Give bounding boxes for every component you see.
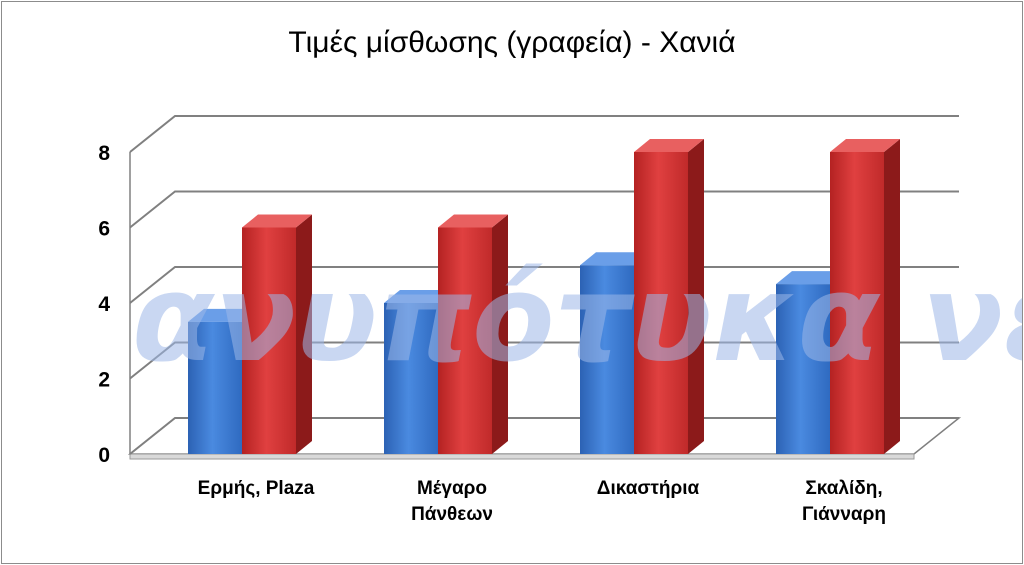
bar [830, 152, 884, 454]
bar-top [830, 139, 900, 152]
x-axis-categories: Ερμής, Plaza Μέγαρο Πάνθεων Δικαστήρια Σκαλί… [198, 478, 886, 525]
bar [580, 265, 634, 454]
chart-title: Τιμές μίσθωσης (γραφεία) - Χανιά [288, 26, 735, 59]
y-tick-label: 0 [98, 444, 110, 467]
x-category-label: Γιάνναρη [802, 504, 886, 525]
bar-side [492, 214, 508, 454]
bar-side [296, 214, 312, 454]
y-tick-label: 4 [98, 293, 110, 316]
bar-top [384, 290, 454, 303]
bar [438, 227, 492, 454]
bar-side [688, 139, 704, 454]
x-category-label: Σκαλίδη, [805, 478, 882, 499]
bar [384, 303, 438, 454]
x-category-label: Πάνθεων [411, 504, 493, 525]
y-tick-label: 8 [98, 142, 110, 165]
x-category-label: Μέγαρο [417, 478, 487, 499]
bar-top [634, 139, 704, 152]
bar-side [884, 139, 900, 454]
bar-top [580, 252, 650, 266]
bar-top [242, 214, 312, 228]
bars [188, 139, 900, 454]
bar [634, 152, 688, 454]
bar [776, 284, 830, 454]
bar-top [776, 271, 846, 285]
floor-edge [129, 453, 915, 460]
y-axis-ticks: 0 2 4 6 8 [98, 142, 110, 467]
gridline [129, 115, 959, 153]
bar-top [188, 308, 258, 322]
watermark-text: ανυπότυκα νέα [132, 250, 1022, 389]
x-category-label: Δικαστήρια [597, 478, 700, 499]
bar [242, 227, 296, 454]
y-tick-label: 2 [98, 369, 110, 392]
bar [188, 321, 242, 454]
x-category-label: Ερμής, Plaza [198, 478, 315, 499]
bar-top [438, 214, 508, 228]
y-tick-label: 6 [98, 218, 110, 241]
